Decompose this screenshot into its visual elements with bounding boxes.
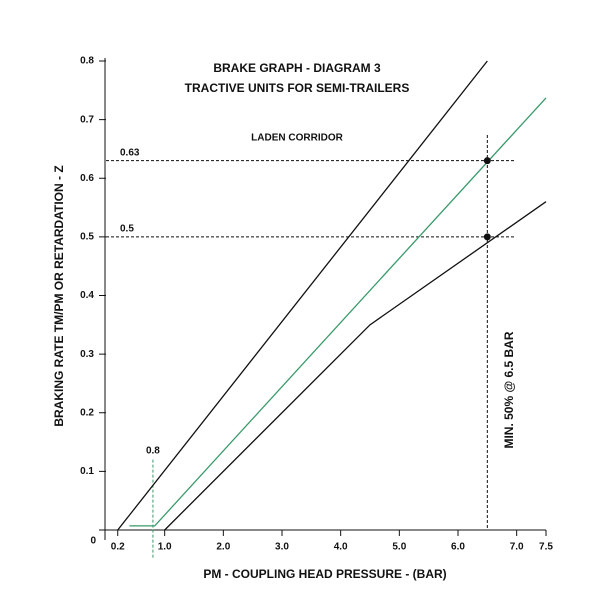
reference-label: 0.8: [146, 445, 160, 456]
y-tick-label: 0.3: [80, 349, 94, 360]
x-tick-label: 3.0: [275, 542, 289, 553]
x-tick-label: 5.0: [392, 542, 406, 553]
line-series: [164, 201, 547, 531]
chart-subtitle: TRACTIVE UNITS FOR SEMI-TRAILERS: [185, 81, 410, 95]
y-tick-label: 0: [90, 536, 96, 547]
x-tick-label: 0.2: [111, 542, 125, 553]
y-tick-label: 0.6: [80, 173, 94, 184]
x-tick-label: 2.0: [216, 542, 230, 553]
annotation: LADEN CORRIDOR: [251, 133, 343, 144]
x-axis-label: PM - COUPLING HEAD PRESSURE - (BAR): [203, 567, 446, 581]
y-tick-label: 0.2: [80, 407, 94, 418]
x-tick-label: 1.0: [158, 542, 172, 553]
y-tick-label: 0.4: [80, 290, 94, 301]
x-tick-label: 6.0: [451, 542, 465, 553]
x-tick-label: 7.0: [510, 542, 524, 553]
y-tick-label: 0.7: [80, 114, 94, 125]
annotation: MIN. 50% @ 6.5 BAR: [502, 331, 516, 448]
y-tick-label: 0.5: [80, 232, 94, 243]
reference-label: 0.5: [120, 224, 134, 235]
y-tick-label: 0.8: [80, 56, 94, 67]
y-tick-label: 0.1: [80, 466, 94, 477]
chart-title: BRAKE GRAPH - DIAGRAM 3: [213, 61, 381, 75]
reference-label: 0.63: [120, 147, 140, 158]
data-point: [483, 157, 491, 165]
data-point: [483, 233, 491, 241]
x-tick-label: 7.5: [539, 542, 553, 553]
line-series: [129, 97, 547, 527]
line-series: [117, 60, 488, 531]
y-axis-label: BRAKING RATE TM/PM OR RETARDATION - Z: [52, 165, 66, 426]
x-tick-label: 4.0: [334, 542, 348, 553]
